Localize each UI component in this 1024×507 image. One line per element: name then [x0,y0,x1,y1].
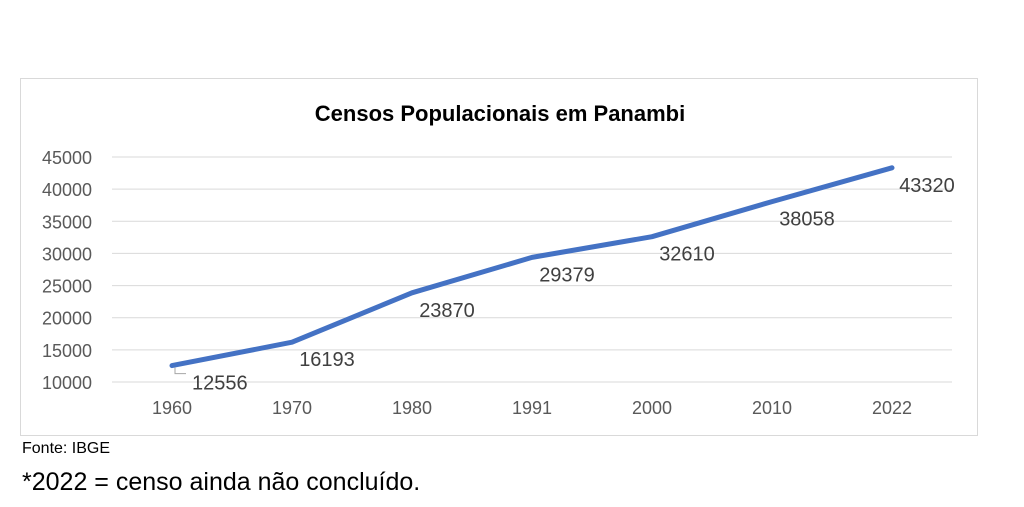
data-label: 43320 [899,175,955,197]
line-chart: Censos Populacionais em Panambi 10000 150… [42,101,955,418]
x-tick-label: 2010 [752,398,792,418]
chart-title: Censos Populacionais em Panambi [315,101,685,126]
y-tick-label: 15000 [42,341,92,361]
y-tick-label: 25000 [42,277,92,297]
y-tick-label: 40000 [42,180,92,200]
series-line [169,165,895,369]
footnote: *2022 = censo ainda não concluído. [22,468,421,496]
source-note: Fonte: IBGE [22,440,111,457]
x-tick-label: 2022 [872,398,912,418]
data-label: 32610 [659,244,715,266]
x-tick-label: 1960 [152,398,192,418]
data-label: 38058 [779,209,835,231]
y-tick-label: 30000 [42,244,92,264]
x-axis-ticks: 1960 1970 1980 1991 2000 2010 2022 [152,398,912,418]
y-axis-ticks: 10000 15000 20000 25000 30000 35000 40000 45000 [42,148,92,393]
x-tick-label: 1970 [272,398,312,418]
data-label: 12556 [192,373,248,395]
gridlines [112,156,952,383]
x-tick-label: 1980 [392,398,432,418]
data-label: 29379 [539,264,595,286]
data-label: 16193 [299,349,355,371]
y-tick-label: 20000 [42,309,92,329]
data-label: 23870 [419,300,475,322]
series-layer [169,165,895,369]
x-tick-label: 2000 [632,398,672,418]
x-tick-label: 1991 [512,398,552,418]
y-tick-label: 10000 [42,373,92,393]
data-labels: 12556 16193 23870 29379 32610 38058 43320 [174,175,955,395]
y-tick-label: 45000 [42,148,92,168]
label-leader-line [174,367,186,375]
chart-frame [20,78,978,436]
y-tick-label: 35000 [42,212,92,232]
